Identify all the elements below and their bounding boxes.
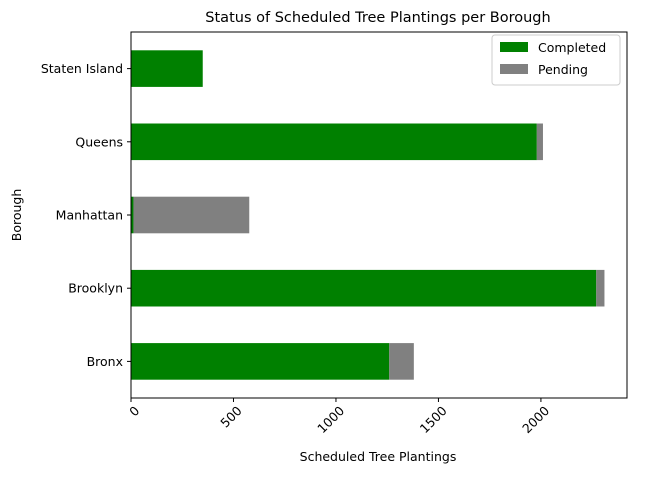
- y-tick-label-manhattan: Manhattan: [56, 208, 123, 223]
- legend-swatch-completed: [500, 42, 528, 52]
- bar-completed-queens: [131, 123, 537, 161]
- bar-pending-queens: [536, 123, 543, 161]
- bar-pending-manhattan: [133, 196, 250, 234]
- legend-swatch-pending: [500, 64, 528, 74]
- y-tick-label-queens: Queens: [75, 134, 123, 149]
- y-tick-label-bronx: Bronx: [87, 354, 123, 369]
- chart-title: Status of Scheduled Tree Plantings per B…: [205, 10, 550, 26]
- y-axis-label: Borough: [9, 189, 24, 242]
- bar-pending-bronx: [389, 343, 414, 380]
- y-tick-label-staten-island: Staten Island: [41, 61, 123, 76]
- legend-label-completed: Completed: [538, 40, 606, 55]
- y-axis: Bronx Brooklyn Manhattan Queens Staten Islan…: [41, 61, 131, 369]
- x-axis-label: Scheduled Tree Plantings: [300, 449, 457, 464]
- bar-pending-brooklyn: [596, 269, 605, 307]
- y-tick-label-brooklyn: Brooklyn: [68, 281, 123, 296]
- bar-completed-bronx: [131, 343, 390, 380]
- bar-completed-manhattan: [131, 196, 134, 234]
- bars-group: [131, 50, 605, 380]
- legend: Completed Pending: [491, 34, 621, 86]
- bar-completed-brooklyn: [131, 269, 597, 307]
- legend-label-pending: Pending: [538, 62, 588, 77]
- bar-completed-staten-island: [131, 50, 203, 87]
